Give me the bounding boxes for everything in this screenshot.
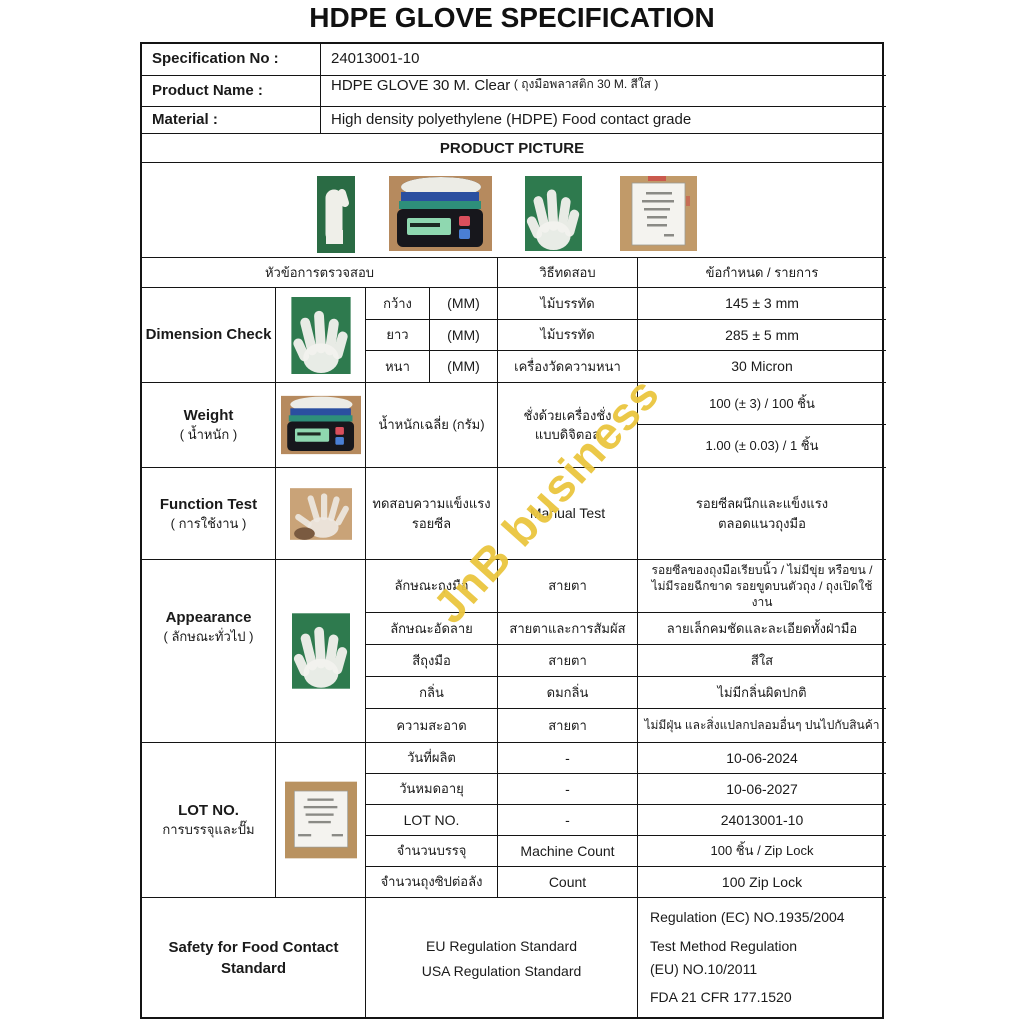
- dim-thick-name: หนา: [365, 350, 429, 382]
- dim-length-name: ยาว: [365, 319, 429, 350]
- safety-method: EU Regulation Standard USA Regulation St…: [365, 897, 637, 1019]
- function-test-name: ทดสอบความแข็งแรง รอยซีล: [365, 467, 497, 559]
- lot-row-name: จำนวนถุงซิปต่อลัง: [365, 866, 497, 897]
- dim-width-name: กว้าง: [365, 287, 429, 319]
- dim-length-spec: 285 ± 5 mm: [637, 319, 886, 350]
- appearance-row-spec: สีใส: [637, 644, 886, 676]
- header-test-method: วิธีทดสอบ: [497, 257, 637, 287]
- appearance-row-method: สายตา: [497, 644, 637, 676]
- lot-row-spec: 100 ชิ้น / Zip Lock: [637, 835, 886, 866]
- lot-row-method: Count: [497, 866, 637, 897]
- page-title: HDPE GLOVE SPECIFICATION: [309, 2, 715, 33]
- appearance-row-spec: ไม่มีฝุ่น และสิ่งแปลกปลอมอื่นๆ ปนไปกับสิ…: [637, 708, 886, 742]
- carton-label-photo: [620, 176, 697, 251]
- appearance-glove-photo: [275, 559, 365, 742]
- weight-name: น้ำหนักเฉลี่ย (กรัม): [365, 382, 497, 467]
- weight-scale-photo: [275, 382, 365, 467]
- material-value: High density polyethylene (HDPE) Food co…: [320, 106, 886, 133]
- weight-spec-2: 1.00 (± 0.03) / 1 ชิ้น: [637, 424, 886, 467]
- dimension-section: Dimension Check กว้าง (MM) ไม้บรรทัด 145…: [142, 287, 886, 382]
- lot-row-name: วันที่ผลิต: [365, 742, 497, 773]
- weight-spec-1: 100 (± 3) / 100 ชิ้น: [637, 382, 886, 424]
- appearance-row-spec: ลายเล็กคมชัดและละเอียดทั้งฝ่ามือ: [637, 612, 886, 644]
- appearance-row-name: กลิ่น: [365, 676, 497, 708]
- glove-flat-photo: [525, 176, 582, 251]
- lot-row-name: จำนวนบรรจุ: [365, 835, 497, 866]
- material-label: Material :: [142, 106, 320, 133]
- appearance-row-method: ดมกลิ่น: [497, 676, 637, 708]
- product-name-thai: ( ถุงมือพลาสติก 30 M. สีใส ): [513, 77, 659, 91]
- function-test-section: Function Test ( การใช้งาน ) ทดสอบความแข็…: [142, 467, 886, 559]
- spec-no-label: Specification No :: [152, 50, 279, 68]
- lot-row-method: Machine Count: [497, 835, 637, 866]
- spec-no-value: 24013001-10: [320, 44, 886, 75]
- lot-row-method: -: [497, 742, 637, 773]
- dim-width-method: ไม้บรรทัด: [497, 287, 637, 319]
- appearance-section: Appearance ( ลักษณะทั่วไป ) ลักษณะถุงมือ…: [142, 559, 886, 742]
- lot-label: LOT NO. การบรรจุและปั๊ม: [142, 742, 275, 897]
- lot-label-thai: การบรรจุและปั๊ม: [162, 822, 255, 838]
- dimension-glove-photo: [275, 287, 365, 382]
- lot-row-spec: 100 Zip Lock: [637, 866, 886, 897]
- info-section: Specification No : 24013001-10 Product N…: [142, 44, 886, 133]
- product-picture-row: [142, 162, 882, 257]
- lot-row-spec: 24013001-10: [637, 804, 886, 835]
- appearance-label-thai: ( ลักษณะทั่วไป ): [163, 629, 254, 645]
- product-name-value: HDPE GLOVE 30 M. Clear ( ถุงมือพลาสติก 3…: [320, 75, 886, 106]
- safety-section: Safety for Food Contact Standard EU Regu…: [142, 897, 886, 1019]
- header-requirement: ข้อกำหนด / รายการ: [637, 257, 886, 287]
- lot-row-name: วันหมดอายุ: [365, 773, 497, 804]
- function-test-method: Manual Test: [497, 467, 637, 559]
- lot-row-spec: 10-06-2024: [637, 742, 886, 773]
- appearance-row-method: สายตา: [497, 559, 637, 612]
- function-test-label: Function Test ( การใช้งาน ): [142, 467, 275, 559]
- dim-thick-method: เครื่องวัดความหนา: [497, 350, 637, 382]
- weight-method: ชั่งด้วยเครื่องชั่ง แบบดิจิตอล: [497, 382, 637, 467]
- appearance-row-name: ลักษณะอัดลาย: [365, 612, 497, 644]
- weight-label: Weight ( น้ำหนัก ): [142, 382, 275, 467]
- lot-section: LOT NO. การบรรจุและปั๊ม ว: [142, 742, 886, 897]
- lot-row-method: -: [497, 773, 637, 804]
- function-test-spec: รอยซีลผนึกและแข็งแรง ตลอดแนวถุงมือ: [637, 467, 886, 559]
- product-name-label: Product Name :: [142, 75, 320, 106]
- weight-section: Weight ( น้ำหนัก ) น้ำหนักเฉลี่ย (กรัม): [142, 382, 886, 467]
- lot-row-name: LOT NO.: [365, 804, 497, 835]
- dim-width-unit: (MM): [429, 287, 497, 319]
- lot-row-spec: 10-06-2027: [637, 773, 886, 804]
- spec-table: Specification No : 24013001-10 Product N…: [140, 42, 886, 1019]
- appearance-row-spec: ไม่มีกลิ่นผิดปกติ: [637, 676, 886, 708]
- gloves-on-scale-photo: [389, 176, 492, 251]
- dim-thick-spec: 30 Micron: [637, 350, 886, 382]
- lot-row-method: -: [497, 804, 637, 835]
- appearance-row-spec: รอยซีลของถุงมือเรียบนิ้ว / ไม่มีขุ่ย หรื…: [637, 559, 886, 612]
- dim-width-spec: 145 ± 3 mm: [637, 287, 886, 319]
- header-inspection-topic: หัวข้อการตรวจสอบ: [142, 257, 497, 287]
- weight-label-thai: ( น้ำหนัก ): [179, 427, 238, 443]
- appearance-row-name: สีถุงมือ: [365, 644, 497, 676]
- dimension-label: Dimension Check: [142, 287, 275, 382]
- appearance-row-method: สายตา: [497, 708, 637, 742]
- dim-length-unit: (MM): [429, 319, 497, 350]
- appearance-row-name: ลักษณะถุงมือ: [365, 559, 497, 612]
- column-header-row: หัวข้อการตรวจสอบ วิธีทดสอบ ข้อกำหนด / รา…: [142, 257, 886, 287]
- appearance-label: Appearance ( ลักษณะทั่วไป ): [142, 559, 275, 742]
- dim-length-method: ไม้บรรทัด: [497, 319, 637, 350]
- glove-in-pack-photo: [317, 176, 355, 253]
- dim-thick-unit: (MM): [429, 350, 497, 382]
- lot-carton-photo: [275, 742, 365, 897]
- product-picture-header: PRODUCT PICTURE: [142, 133, 882, 162]
- safety-label: Safety for Food Contact Standard: [142, 897, 365, 1019]
- safety-specs: Regulation (EC) NO.1935/2004 Test Method…: [637, 897, 886, 1019]
- appearance-row-method: สายตาและการสัมผัส: [497, 612, 637, 644]
- glove-on-hand-photo: [275, 467, 365, 559]
- appearance-row-name: ความสะอาด: [365, 708, 497, 742]
- function-test-label-thai: ( การใช้งาน ): [170, 515, 247, 531]
